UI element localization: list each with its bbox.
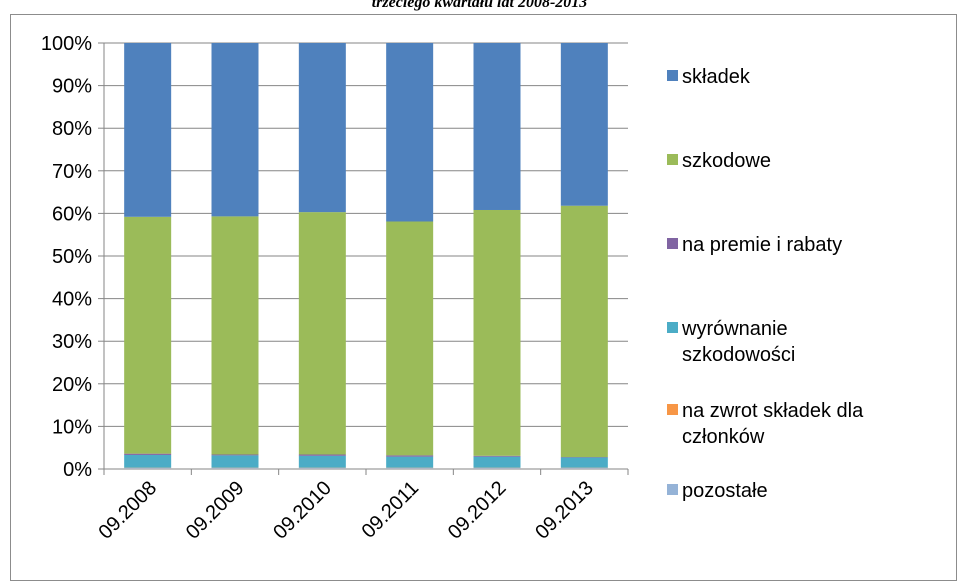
bar-segment — [124, 216, 172, 454]
bar-segment — [386, 456, 434, 468]
legend-label: pozostałe — [682, 480, 768, 502]
bar-segment — [211, 455, 259, 468]
y-tick-label: 20% — [52, 374, 92, 396]
bar-segment — [124, 454, 172, 468]
legend-swatch — [667, 322, 678, 333]
legend-item: na premie i rabaty — [667, 232, 897, 258]
bar-segment — [298, 455, 346, 468]
bar-segment — [473, 209, 521, 456]
y-tick-label: 50% — [52, 246, 92, 268]
chart-frame — [10, 14, 957, 581]
bar-segment — [298, 212, 346, 455]
y-tick-label: 40% — [52, 289, 92, 311]
y-tick-label: 70% — [52, 161, 92, 183]
bar-segment — [473, 456, 521, 468]
bar-segment — [298, 43, 346, 213]
legend-label: składek — [682, 66, 750, 88]
bar-segment — [124, 453, 172, 455]
bar-segment — [386, 455, 434, 457]
x-tick-label: 09.2011 — [358, 477, 424, 543]
legend-item: pozostałe — [667, 478, 897, 504]
legend-swatch — [667, 484, 678, 495]
bar-segment — [211, 43, 259, 217]
legend-swatch — [667, 404, 678, 415]
legend-swatch — [667, 238, 678, 249]
y-tick-label: 30% — [52, 331, 92, 353]
x-tick-label: 09.2012 — [444, 477, 511, 544]
y-tick-label: 60% — [52, 203, 92, 225]
bar-segment — [298, 454, 346, 456]
y-tick-label: 100% — [41, 33, 92, 55]
y-tick-label: 80% — [52, 118, 92, 140]
legend-label: na premie i rabaty — [682, 234, 843, 256]
bar-segment — [211, 454, 259, 456]
legend-label: na zwrot składek dla członków — [682, 400, 864, 448]
legend-item: szkodowe — [667, 148, 897, 174]
bar-segment — [211, 216, 259, 455]
bar-segment — [473, 455, 521, 457]
x-tick-label: 09.2008 — [95, 477, 162, 544]
bar-segment — [124, 468, 172, 469]
bar-segment — [124, 43, 172, 217]
legend-item: na zwrot składek dla członków — [667, 398, 897, 450]
y-tick-label: 90% — [52, 76, 92, 98]
legend-item: składek — [667, 64, 897, 90]
legend-item: wyrównanie szkodowości — [667, 316, 897, 368]
bar-segment — [298, 468, 346, 469]
bar-segment — [473, 468, 521, 469]
bar-segment — [386, 43, 434, 222]
legend-label: szkodowe — [682, 150, 771, 172]
x-tick-label: 09.2013 — [531, 477, 598, 544]
bar-segment — [386, 468, 434, 469]
bar-segment — [560, 205, 608, 458]
x-tick-label: 09.2009 — [182, 477, 249, 544]
bar-segment — [560, 457, 608, 468]
bar-segment — [560, 468, 608, 469]
legend-swatch — [667, 154, 678, 165]
chart-title: trzeciego kwartału lat 2008-2013 — [371, 0, 588, 11]
bar-segment — [560, 43, 608, 206]
y-tick-label: 0% — [63, 459, 92, 481]
bar-segment — [386, 221, 434, 456]
bar-segment — [473, 43, 521, 210]
x-tick-label: 09.2010 — [269, 477, 336, 544]
legend-label: wyrównanie szkodowości — [682, 318, 796, 366]
bar-segment — [211, 468, 259, 469]
y-tick-label: 10% — [52, 416, 92, 438]
legend-swatch — [667, 70, 678, 81]
